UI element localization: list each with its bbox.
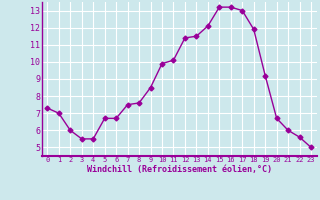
- X-axis label: Windchill (Refroidissement éolien,°C): Windchill (Refroidissement éolien,°C): [87, 165, 272, 174]
